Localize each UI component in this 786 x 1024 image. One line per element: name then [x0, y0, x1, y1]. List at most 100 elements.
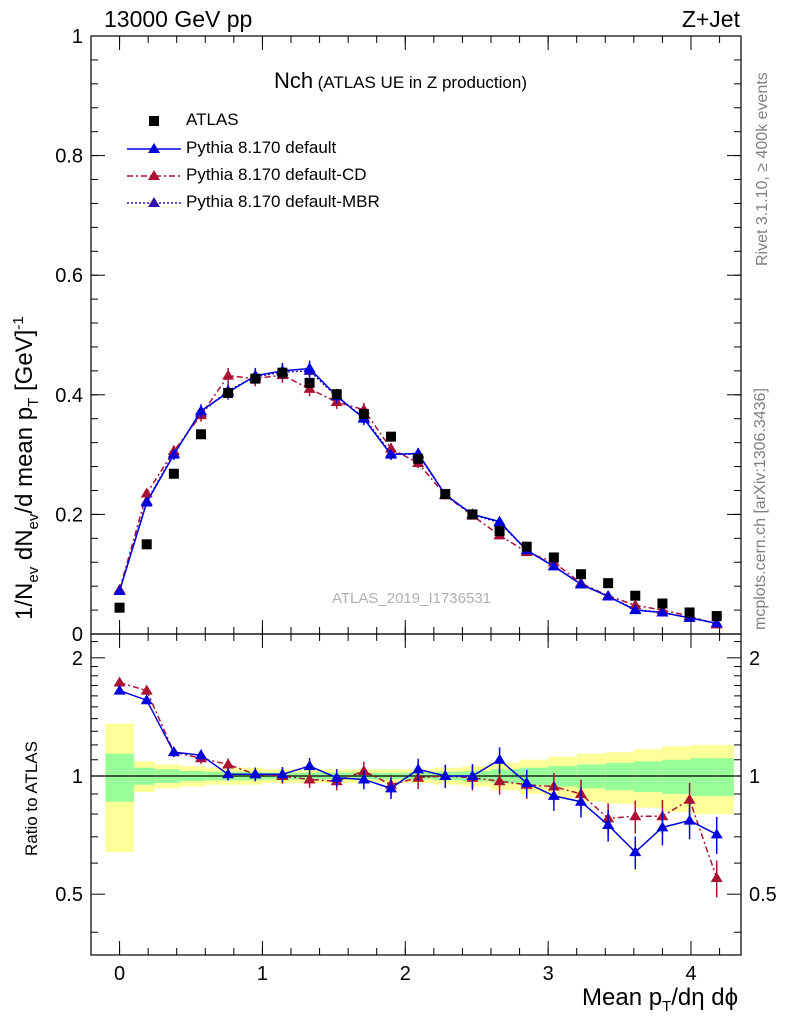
legend-entry-mbr: Pythia 8.170 default-MBR — [125, 190, 425, 216]
plot-frames — [90, 35, 742, 956]
atlas-point — [358, 408, 369, 419]
ratio-point — [276, 768, 289, 779]
atlas-point — [331, 389, 342, 400]
atlas-point — [386, 431, 396, 442]
plot-title-main: Nch — [274, 68, 314, 93]
watermark: ATLAS_2019_I1736531 — [332, 590, 492, 607]
atlas-point — [440, 489, 451, 500]
series-point — [195, 404, 207, 415]
atlas-point — [467, 509, 478, 520]
ratio-point — [683, 814, 696, 825]
atlas-point — [141, 539, 152, 550]
series-point — [629, 604, 642, 615]
ratio-y-tick-label-right: 2 — [749, 648, 760, 670]
series-point — [575, 578, 587, 589]
ratio-point — [656, 821, 669, 832]
ratio-point — [303, 773, 316, 784]
x-tick-label: 2 — [400, 963, 411, 985]
series-point — [113, 584, 126, 595]
ratio-point — [439, 770, 452, 781]
ratio-point — [710, 828, 723, 839]
x-tick-label: 1 — [257, 963, 268, 985]
series-point — [656, 606, 669, 617]
legend-marker-square — [149, 116, 159, 126]
ratio-point — [547, 789, 560, 800]
main-frame — [90, 35, 742, 635]
series-point — [547, 560, 560, 571]
legend-line-dashdot — [127, 170, 181, 180]
series-line — [118, 370, 717, 624]
x-tick-label: 4 — [685, 963, 696, 985]
ratio-point — [330, 771, 343, 782]
process-label: Z+Jet — [681, 6, 740, 32]
atlas-point — [576, 569, 586, 580]
series-line — [118, 374, 717, 626]
ratio-point — [249, 768, 262, 779]
legend-line-dotted — [127, 197, 181, 207]
legend-entry-default: Pythia 8.170 default — [125, 136, 425, 162]
y-tick-label: 0.6 — [55, 265, 83, 287]
ratio-point — [629, 810, 642, 821]
ratio-y-tick-label: 1 — [72, 766, 83, 788]
series-line — [118, 367, 717, 624]
atlas-point — [250, 373, 261, 384]
y-tick-label: 0 — [72, 624, 83, 646]
ratio-point — [629, 846, 642, 857]
atlas-point — [304, 377, 315, 388]
atlas-point — [711, 611, 722, 622]
ratio-point — [466, 770, 479, 781]
legend-label: Pythia 8.170 default-MBR — [186, 192, 380, 211]
ratio-point — [357, 764, 370, 775]
atlas-point — [603, 578, 614, 589]
ratio-point — [303, 760, 316, 771]
series-point — [140, 487, 153, 498]
atlas-point — [684, 607, 695, 618]
atlas-point — [521, 541, 532, 552]
ratio-point — [602, 819, 615, 830]
ratio-band-green — [633, 761, 663, 793]
atlas-point — [494, 526, 505, 537]
atlas-point — [277, 367, 288, 378]
ratio-point — [412, 763, 425, 774]
ratio-band-green — [719, 758, 734, 796]
ratio-point — [493, 753, 506, 764]
ratio-point — [575, 795, 587, 806]
ratio-point — [222, 768, 235, 779]
series-point — [602, 590, 615, 601]
series-point — [710, 617, 723, 628]
ratio-point — [385, 782, 397, 793]
legend-entry-cd: Pythia 8.170 default-CD — [125, 163, 425, 189]
series-point — [303, 362, 316, 373]
ratio-point — [710, 871, 723, 882]
ratio-band-green — [105, 753, 134, 802]
y-tick-label: 0.4 — [55, 385, 83, 407]
ratio-point — [493, 775, 506, 786]
axis-ticks: 0 0.2 0.4 0.6 0.8 1 0 1 2 3 4 0.5 0.5 1 1 2 2 — [55, 26, 777, 985]
ratio-point — [113, 684, 126, 695]
atlas-point — [548, 552, 559, 563]
legend: ATLAS Pythia 8.170 default Pythia 8.170 … — [125, 108, 425, 228]
atlas-point — [168, 468, 179, 479]
atlas-point — [196, 429, 206, 440]
atlas-point — [223, 388, 234, 399]
ratio-point — [167, 746, 180, 757]
y-tick-label: 1 — [72, 26, 83, 48]
plot-title-sub: (ATLAS UE in Z production) — [317, 73, 528, 92]
ratio-band-green — [662, 759, 691, 794]
legend-entry-atlas: ATLAS — [125, 108, 425, 134]
y-tick-label: 0.2 — [55, 504, 83, 526]
series-point — [493, 515, 506, 526]
ratio-y-tick-label-right: 1 — [749, 766, 760, 788]
series-point — [140, 496, 153, 507]
energy-label: 13000 GeV pp — [104, 6, 253, 32]
ratio-point — [195, 749, 207, 760]
x-axis-title: Mean pT/dη dϕ — [582, 984, 739, 1015]
ratio-point — [140, 684, 153, 695]
legend-label: Pythia 8.170 default-CD — [186, 165, 367, 184]
ratio-point — [520, 776, 533, 787]
ratio-point — [222, 758, 235, 769]
atlas-point — [657, 598, 668, 609]
ratio-point — [683, 793, 696, 804]
atlas-point — [114, 602, 125, 613]
plot-title: Nch (ATLAS UE in Z production) — [274, 68, 527, 94]
